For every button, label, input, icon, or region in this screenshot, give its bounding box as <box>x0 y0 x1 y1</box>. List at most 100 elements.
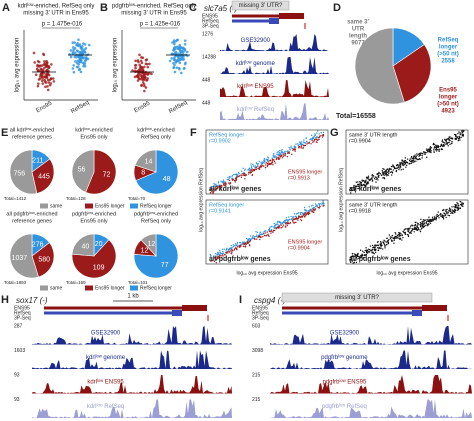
point <box>215 255 217 258</box>
point <box>276 222 279 224</box>
point <box>236 243 238 245</box>
dot <box>175 66 179 70</box>
point <box>444 143 446 145</box>
point <box>460 136 462 139</box>
annotation: r=0.9902 <box>209 138 231 144</box>
point <box>404 232 406 234</box>
point <box>411 227 413 230</box>
dot <box>77 38 80 42</box>
point <box>234 173 236 176</box>
point <box>303 139 305 141</box>
ens-gene <box>232 14 299 18</box>
point <box>267 156 269 158</box>
y-axis-label: log₁₀ avg expression RefSeq <box>198 168 204 232</box>
point <box>263 234 266 237</box>
point <box>277 221 279 223</box>
point <box>251 237 253 239</box>
point <box>250 169 252 171</box>
track-scale: 93 <box>14 397 20 403</box>
point <box>316 136 319 138</box>
point <box>257 163 259 165</box>
dot <box>74 60 77 63</box>
track-scale: 14288 <box>202 54 216 60</box>
point <box>210 188 212 190</box>
pie-title: RefSeq only <box>141 218 171 224</box>
slice-name: same 3′ <box>347 20 369 26</box>
point <box>280 150 282 152</box>
point <box>314 203 317 205</box>
point <box>270 232 272 235</box>
point <box>457 137 460 140</box>
point <box>414 227 416 229</box>
point <box>421 222 424 224</box>
point <box>281 157 284 159</box>
point <box>226 248 228 250</box>
dot <box>69 49 73 52</box>
point <box>359 181 361 183</box>
dot <box>138 63 142 67</box>
model-label: RefSeq <box>252 310 269 316</box>
point <box>216 251 219 254</box>
dot <box>45 61 49 65</box>
point <box>417 228 420 230</box>
point <box>300 215 303 218</box>
point <box>449 136 451 138</box>
annotation: missing 3′ UTR? <box>335 295 379 301</box>
point <box>438 217 440 219</box>
point <box>214 252 217 255</box>
point <box>273 156 276 159</box>
point <box>236 246 239 248</box>
point <box>399 166 402 168</box>
point <box>225 251 227 254</box>
point <box>413 225 415 227</box>
dot <box>39 73 43 76</box>
point <box>407 235 410 238</box>
point <box>363 179 365 182</box>
total: Total=16558 <box>336 113 376 120</box>
point <box>421 227 423 229</box>
slice-value: 2558 <box>441 59 455 65</box>
point <box>450 212 452 215</box>
point <box>374 244 377 246</box>
dot <box>172 39 176 42</box>
point <box>421 152 423 155</box>
x-tick-label: RefSeq <box>70 100 90 115</box>
point <box>299 212 302 214</box>
point <box>453 205 455 208</box>
point <box>429 147 431 149</box>
point <box>399 237 402 240</box>
point <box>259 232 261 234</box>
point <box>435 145 438 148</box>
point <box>295 221 297 224</box>
point <box>455 138 457 140</box>
annotation: r=0.9913 <box>288 175 310 181</box>
point <box>357 181 359 183</box>
point <box>363 251 365 254</box>
point <box>320 134 322 137</box>
point <box>306 143 308 145</box>
track-name: pdgfrbˡᵒʷ ENS95 <box>323 379 367 386</box>
point <box>319 205 321 208</box>
point <box>223 182 225 185</box>
point <box>356 183 359 186</box>
point <box>241 174 243 176</box>
point <box>273 222 276 225</box>
point <box>352 255 354 258</box>
point <box>445 141 448 143</box>
point <box>250 170 252 172</box>
dot <box>51 77 55 80</box>
point <box>443 212 445 214</box>
point <box>459 203 462 206</box>
point <box>430 147 433 149</box>
point <box>386 243 388 246</box>
point <box>219 254 221 257</box>
point <box>248 167 251 169</box>
point <box>355 255 357 257</box>
point <box>397 166 400 168</box>
dot <box>84 47 88 50</box>
panel-title: missing 3′ UTR in Ens95 <box>23 11 89 17</box>
dot <box>148 62 151 66</box>
dot <box>176 52 180 55</box>
pie-title: reference genes <box>12 134 52 140</box>
legend-label: RefSeq longer <box>140 203 172 209</box>
